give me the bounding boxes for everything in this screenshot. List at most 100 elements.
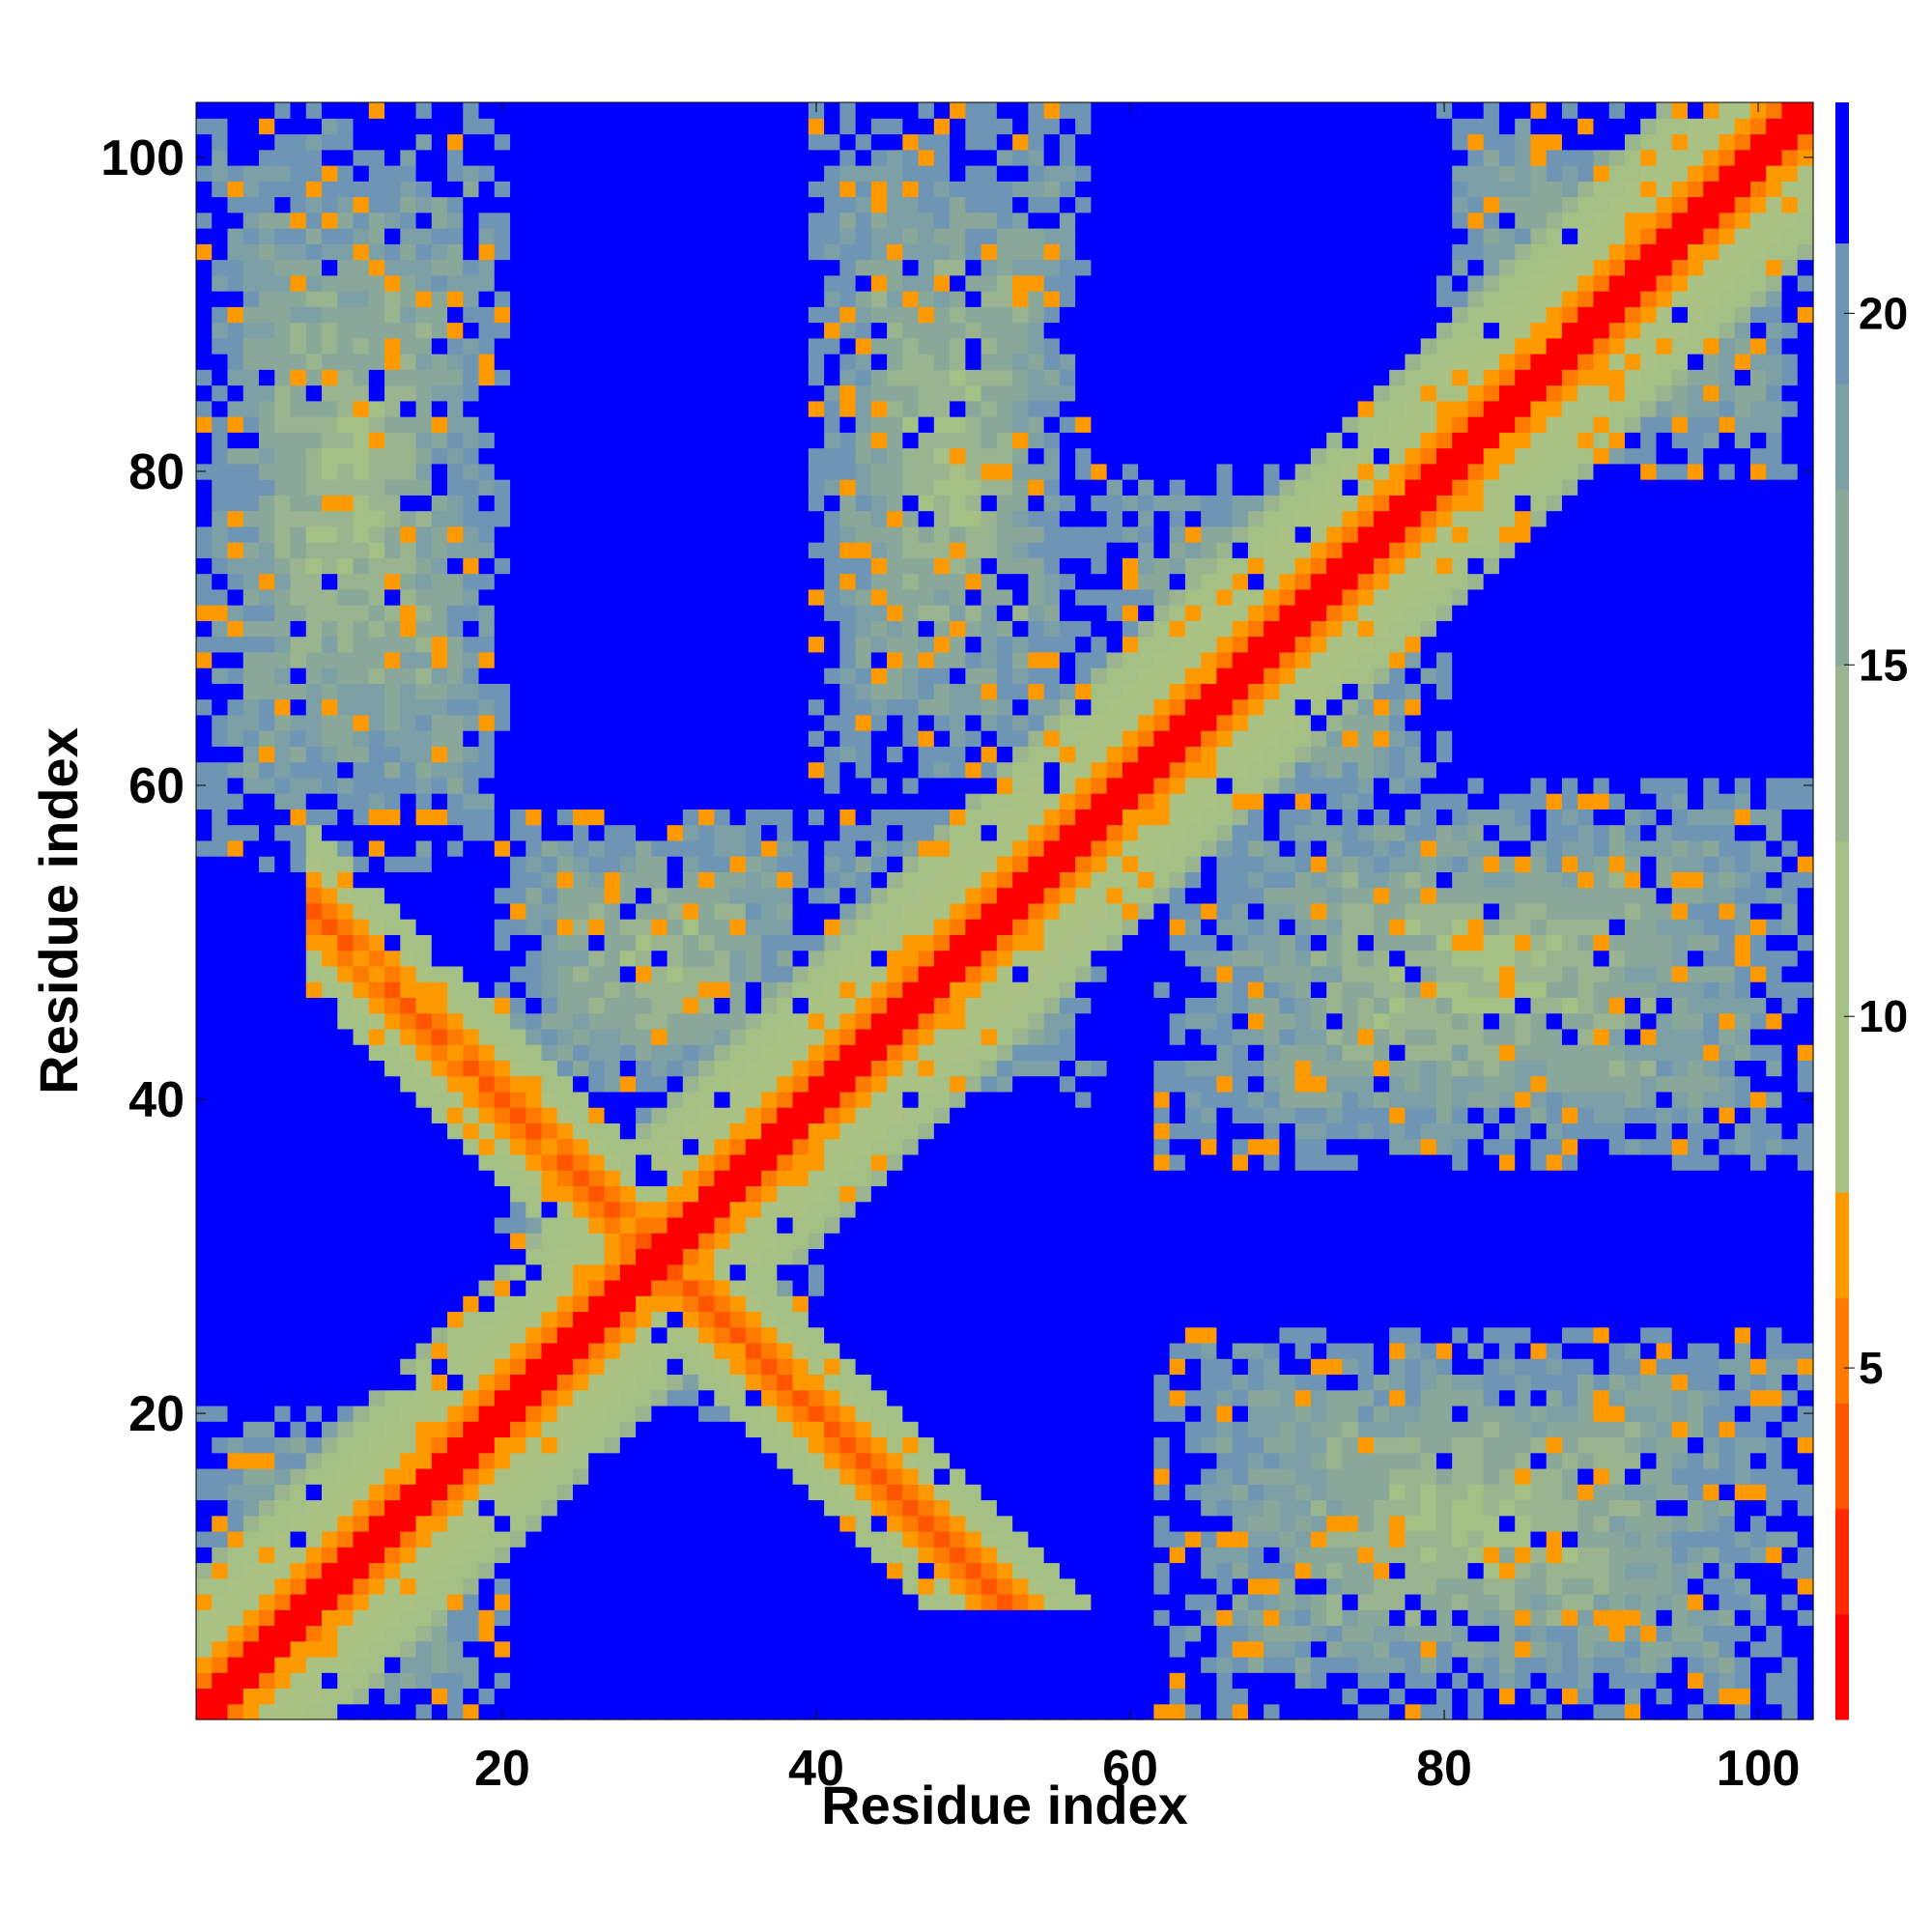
heatmap-cell bbox=[887, 761, 903, 779]
heatmap-cell bbox=[212, 291, 229, 307]
heatmap-cell bbox=[824, 761, 840, 779]
heatmap-cell bbox=[729, 400, 747, 417]
heatmap-cell bbox=[415, 416, 433, 433]
heatmap-cell bbox=[274, 871, 292, 889]
heatmap-cell bbox=[604, 118, 621, 135]
heatmap-cell bbox=[259, 668, 275, 684]
heatmap-cell bbox=[887, 1248, 903, 1265]
heatmap-cell bbox=[196, 1233, 213, 1250]
heatmap-cell bbox=[761, 902, 778, 920]
heatmap-cell bbox=[305, 1170, 323, 1187]
heatmap-cell bbox=[242, 1625, 260, 1642]
heatmap-cell bbox=[322, 1389, 338, 1406]
heatmap-cell bbox=[305, 447, 323, 465]
heatmap-cell bbox=[573, 730, 589, 747]
heatmap-cell bbox=[729, 1264, 747, 1281]
heatmap-cell bbox=[824, 1248, 840, 1265]
heatmap-cell bbox=[824, 997, 840, 1014]
heatmap-cell bbox=[494, 400, 511, 417]
heatmap-cell bbox=[400, 965, 417, 982]
heatmap-cell bbox=[667, 793, 684, 810]
heatmap-cell bbox=[212, 1295, 229, 1313]
heatmap-cell bbox=[698, 1625, 715, 1642]
heatmap-cell bbox=[698, 761, 715, 779]
heatmap-cell bbox=[573, 950, 589, 967]
heatmap-cell bbox=[431, 1233, 448, 1250]
heatmap-cell bbox=[290, 1170, 307, 1187]
heatmap-cell bbox=[950, 1060, 966, 1077]
heatmap-cell bbox=[322, 306, 338, 324]
heatmap-cell bbox=[918, 1091, 935, 1108]
heatmap-cell bbox=[870, 698, 888, 716]
heatmap-cell bbox=[556, 354, 574, 370]
heatmap-cell bbox=[463, 1374, 480, 1391]
heatmap-cell bbox=[353, 354, 370, 370]
heatmap-cell bbox=[698, 463, 715, 480]
heatmap-cell bbox=[636, 243, 652, 261]
heatmap-cell bbox=[682, 149, 699, 166]
heatmap-cell bbox=[556, 102, 574, 119]
heatmap-cell bbox=[494, 1233, 511, 1250]
heatmap-cell bbox=[227, 902, 244, 920]
heatmap-cell bbox=[322, 809, 338, 826]
heatmap-cell bbox=[761, 1530, 778, 1548]
heatmap-cell bbox=[337, 605, 355, 621]
heatmap-cell bbox=[400, 1499, 417, 1517]
heatmap-cell bbox=[212, 1374, 229, 1391]
heatmap-cell bbox=[400, 1170, 417, 1187]
heatmap-cell bbox=[808, 1233, 825, 1250]
heatmap-cell bbox=[290, 400, 307, 417]
heatmap-cell bbox=[918, 1185, 935, 1203]
heatmap-cell bbox=[839, 1233, 857, 1250]
heatmap-cell bbox=[777, 824, 794, 841]
heatmap-cell bbox=[761, 181, 778, 198]
heatmap-cell bbox=[777, 1311, 794, 1328]
heatmap-cell bbox=[682, 871, 699, 889]
heatmap-cell bbox=[196, 181, 213, 198]
heatmap-cell bbox=[337, 1703, 355, 1720]
heatmap-cell bbox=[745, 1688, 762, 1705]
heatmap-cell bbox=[556, 1326, 574, 1344]
heatmap-cell bbox=[839, 463, 857, 480]
heatmap-cell bbox=[839, 950, 857, 967]
heatmap-cell bbox=[290, 919, 307, 935]
heatmap-cell bbox=[667, 1279, 684, 1296]
heatmap-cell bbox=[698, 1044, 715, 1061]
heatmap-cell bbox=[400, 1436, 417, 1454]
heatmap-cell bbox=[808, 384, 825, 402]
heatmap-cell bbox=[431, 1170, 448, 1187]
heatmap-cell bbox=[902, 432, 920, 449]
heatmap-cell bbox=[855, 981, 872, 998]
heatmap-cell bbox=[322, 1609, 338, 1627]
heatmap-cell bbox=[918, 1405, 935, 1422]
heatmap-cell bbox=[526, 1170, 543, 1187]
heatmap-cell bbox=[933, 1233, 951, 1250]
heatmap-cell bbox=[761, 1562, 778, 1579]
heatmap-cell bbox=[353, 777, 370, 794]
heatmap-cell bbox=[212, 651, 229, 668]
heatmap-cell bbox=[541, 651, 558, 668]
heatmap-cell bbox=[227, 1609, 244, 1627]
heatmap-cell bbox=[824, 1122, 840, 1140]
heatmap-cell bbox=[729, 212, 747, 229]
heatmap-cell bbox=[839, 354, 857, 370]
heatmap-cell bbox=[353, 212, 370, 229]
heatmap-cell bbox=[588, 1577, 606, 1595]
heatmap-cell bbox=[887, 243, 903, 261]
heatmap-cell bbox=[384, 1060, 401, 1077]
heatmap-cell bbox=[777, 291, 794, 307]
heatmap-cell bbox=[463, 668, 480, 684]
heatmap-cell bbox=[526, 1311, 543, 1328]
heatmap-cell bbox=[777, 777, 794, 794]
heatmap-cell bbox=[667, 1138, 684, 1155]
heatmap-cell bbox=[761, 871, 778, 889]
heatmap-cell bbox=[933, 1467, 951, 1485]
heatmap-cell bbox=[808, 274, 825, 292]
heatmap-cell bbox=[588, 839, 606, 857]
heatmap-cell bbox=[447, 1060, 464, 1077]
heatmap-cell bbox=[636, 1264, 652, 1281]
heatmap-cell bbox=[777, 1452, 794, 1469]
heatmap-cell bbox=[259, 965, 275, 982]
heatmap-cell bbox=[415, 1107, 433, 1124]
heatmap-cell bbox=[588, 871, 606, 889]
